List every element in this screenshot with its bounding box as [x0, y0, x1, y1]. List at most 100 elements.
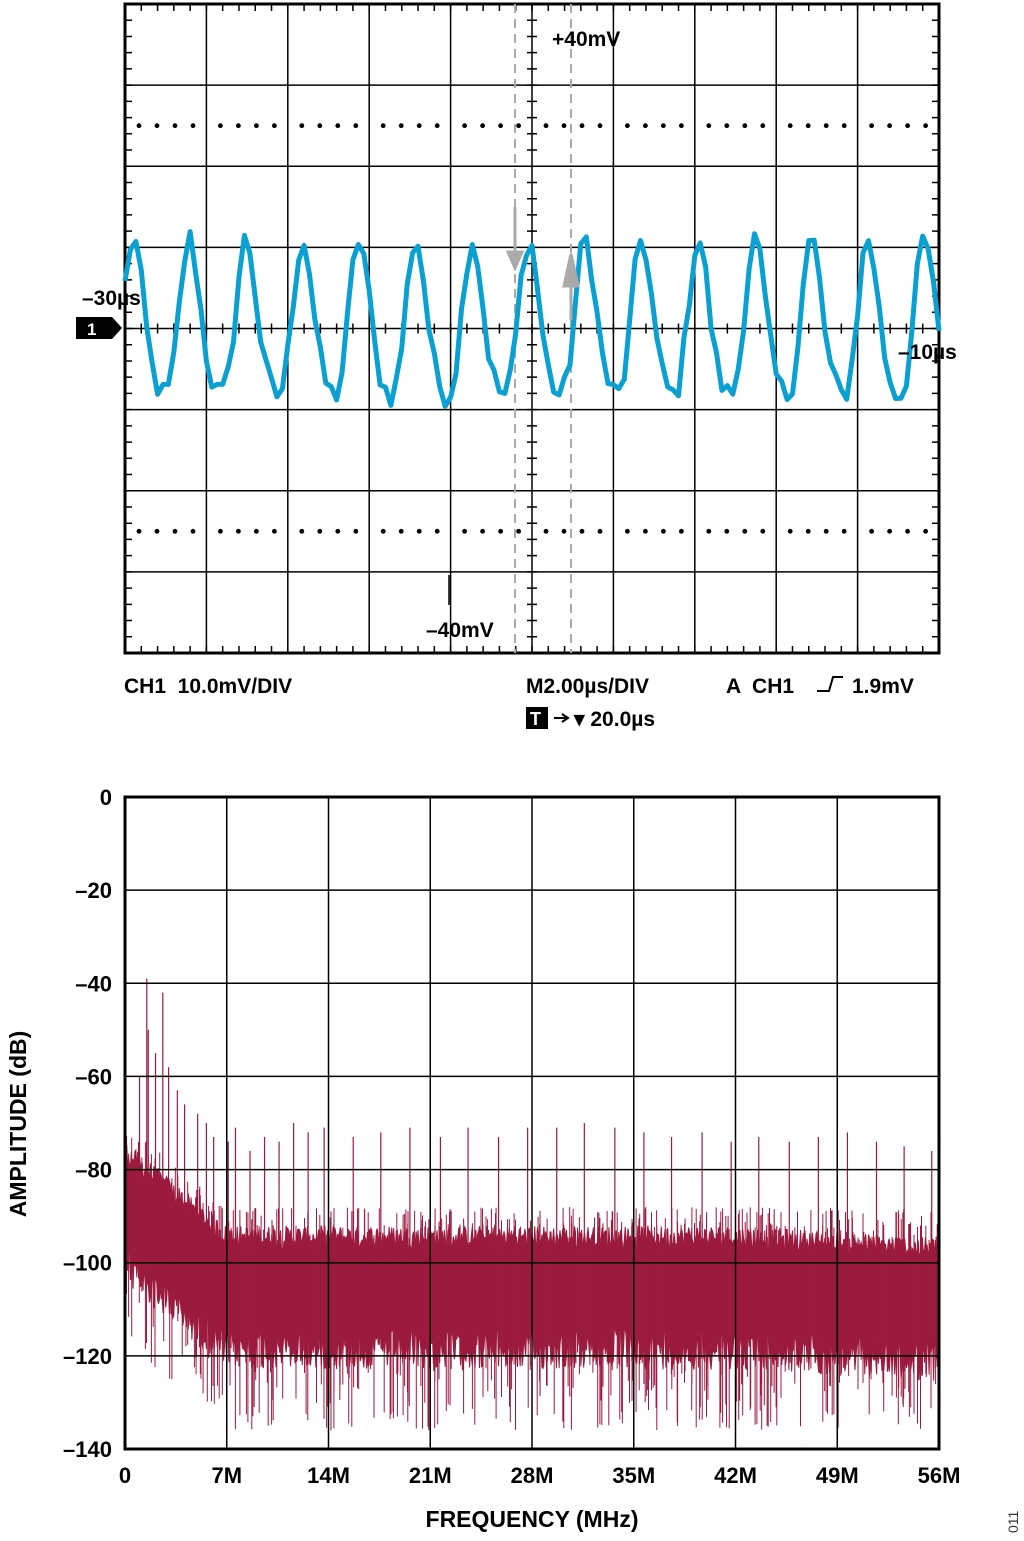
- scope-dotted-marker: [787, 123, 793, 129]
- arrow-right-icon: [554, 713, 570, 723]
- timebase-readout: M2.00µs/DIV: [526, 675, 649, 698]
- corner-code: 011: [1005, 1510, 1021, 1533]
- trigger-box-label: T: [530, 709, 541, 729]
- fft-x-tick-label: 21M: [409, 1463, 452, 1488]
- fft-grid: [123, 795, 941, 1451]
- scope-dotted-marker: [805, 123, 811, 129]
- scope-dotted-marker: [516, 528, 521, 534]
- fft-y-axis-label: AMPLITUDE (dB): [5, 1031, 31, 1218]
- scope-dotted-marker: [462, 123, 467, 129]
- fft-x-tick-label: 56M: [918, 1463, 961, 1488]
- scope-dotted-marker: [498, 528, 503, 534]
- scope-dotted-marker: [462, 528, 467, 534]
- scope-dotted-marker: [724, 123, 730, 129]
- fft-y-tick-label: –40: [75, 971, 112, 996]
- fft-y-tick-label: –100: [63, 1251, 112, 1276]
- cursor-right-time: –10µs: [898, 341, 957, 364]
- rising-edge-icon: [817, 676, 843, 692]
- scope-dotted-marker: [317, 528, 323, 534]
- scope-dotted-marker: [869, 528, 874, 534]
- scope-dotted-marker: [905, 528, 910, 534]
- scope-dotted-marker: [416, 528, 422, 534]
- scope-grid: [123, 2, 941, 655]
- cursor-left-time: –30µs: [82, 287, 141, 310]
- fft-x-tick-label: 35M: [612, 1463, 655, 1488]
- fft-x-tick-label: 0: [119, 1463, 131, 1488]
- scope-dotted-marker: [869, 123, 874, 129]
- scope-minor-ticks: [124, 3, 940, 653]
- scope-dotted-marker: [335, 528, 341, 534]
- scope-dotted-marker: [272, 123, 277, 129]
- scope-dotted-marker: [154, 123, 160, 129]
- scope-dotted-marker: [434, 528, 440, 534]
- scope-dotted-marker: [190, 123, 196, 129]
- fft-x-tick-label: 28M: [511, 1463, 554, 1488]
- scope-dotted-marker: [679, 528, 684, 534]
- fft-noise-grass: [126, 1136, 938, 1431]
- scope-dotted-marker: [317, 123, 323, 129]
- scope-dotted-marker: [787, 528, 793, 534]
- scope-dotted-marker: [136, 528, 142, 534]
- fft-x-axis-label: FREQUENCY (MHz): [426, 1506, 639, 1532]
- scope-dotted-marker: [272, 528, 277, 534]
- scope-dotted-marker: [254, 123, 259, 129]
- fft-y-tick-label: –140: [63, 1437, 112, 1462]
- fft-y-tick-label: –20: [75, 878, 112, 903]
- scope-dotted-marker: [823, 528, 829, 534]
- channel-1-marker: 1: [76, 317, 122, 339]
- cursor-bottom-label: –40mV: [426, 619, 494, 642]
- scope-dotted-marker: [625, 528, 630, 534]
- scope-dotted-marker: [905, 123, 910, 129]
- scope-dotted-marker: [841, 123, 847, 129]
- scope-dotted-marker: [643, 528, 648, 534]
- cursor-top-label: +40mV: [552, 28, 620, 51]
- fft-x-tick-label: 42M: [714, 1463, 757, 1488]
- scope-dotted-marker: [706, 123, 712, 129]
- scope-dotted-marker: [625, 123, 630, 129]
- scope-dotted-marker: [661, 528, 666, 534]
- scope-dotted-marker: [742, 528, 748, 534]
- scope-dotted-marker: [172, 123, 178, 129]
- scope-dotted-marker: [335, 123, 341, 129]
- scope-dotted-marker: [760, 528, 766, 534]
- scope-dotted-marker: [561, 123, 567, 129]
- fft-y-tick-label: –80: [75, 1158, 112, 1183]
- fft-y-tick-label: 0: [100, 785, 112, 810]
- scope-dotted-marker: [597, 528, 603, 534]
- scope-dotted-marker: [579, 123, 585, 129]
- fft-x-tick-label: 14M: [307, 1463, 350, 1488]
- scope-trace-ch1: [122, 229, 942, 409]
- scope-dotted-marker: [760, 123, 766, 129]
- scope-dotted-marker: [841, 528, 847, 534]
- fft-noise-band: [124, 1144, 940, 1381]
- fft-noise-floor: [124, 1136, 940, 1431]
- scope-dotted-marker: [887, 123, 892, 129]
- scope-dotted-marker: [254, 528, 259, 534]
- scope-dotted-marker: [353, 123, 359, 129]
- scope-dotted-marker: [299, 528, 305, 534]
- scope-dotted-marker: [516, 123, 521, 129]
- fft-y-tick-label: –60: [75, 1064, 112, 1089]
- scope-dotted-marker: [380, 528, 386, 534]
- fft-x-tick-label: 7M: [211, 1463, 242, 1488]
- cursor-up-arrow: [562, 253, 580, 320]
- scope-dotted-marker: [923, 123, 928, 129]
- scope-dotted-marker: [353, 528, 359, 534]
- scope-dotted-marker: [236, 528, 241, 534]
- scope-dotted-marker: [923, 528, 928, 534]
- oscilloscope-screenshot: +40mV –40mV –30µs –10µs 1 CH1 10.0mV/DIV…: [76, 2, 957, 731]
- scope-dotted-marker: [706, 528, 712, 534]
- scope-dotted-marker: [398, 528, 404, 534]
- trigger-source-readout: A CH1: [726, 675, 794, 698]
- fft-x-tick-labels: 0 7M 14M 21M 28M 35M 42M 49M 56M: [119, 1463, 961, 1488]
- scope-dotted-marker: [724, 528, 730, 534]
- scope-dotted-marker: [805, 528, 811, 534]
- scope-dotted-marker: [498, 123, 503, 129]
- scope-dotted-marker: [480, 123, 485, 129]
- scope-dotted-marker: [136, 123, 142, 129]
- scope-dotted-marker: [543, 528, 549, 534]
- scope-dotted-marker: [579, 528, 585, 534]
- trigger-level-readout: 1.9mV: [852, 675, 914, 698]
- scope-dotted-marker: [380, 123, 386, 129]
- scope-dotted-marker: [543, 123, 549, 129]
